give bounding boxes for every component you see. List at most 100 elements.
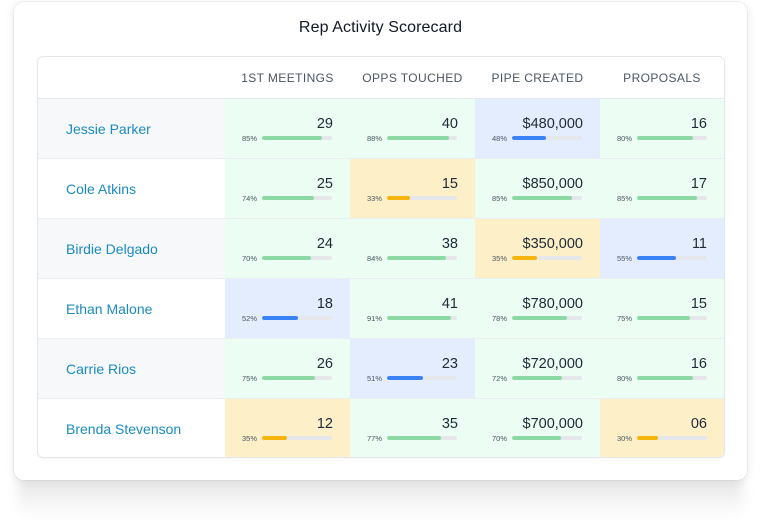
metric-cell-pipe-created[interactable]: $480,000 48% [475, 99, 600, 158]
rep-name-link[interactable]: Cole Atkins [66, 180, 137, 197]
metric-cell-proposals[interactable]: 11 55% [600, 219, 724, 278]
metric-cell-pipe-created[interactable]: $720,000 72% [475, 339, 600, 398]
metric-value: 16 [690, 116, 707, 132]
progress-bar [262, 136, 332, 140]
metric-percent: 91% [367, 314, 383, 323]
metric-value: 35 [441, 416, 458, 432]
progress-bar [512, 316, 582, 320]
metric-percent: 70% [492, 434, 508, 443]
scorecard-card: Rep Activity Scorecard 1ST MEETINGS OPPS… [14, 2, 747, 480]
metric-cell-opps-touched[interactable]: 15 33% [350, 159, 475, 218]
progress-fill [637, 436, 658, 440]
progress-fill [387, 376, 423, 380]
progress-fill [637, 316, 690, 320]
table-row: Carrie Rios 26 75% 23 51% $720,000 72% 16 80% [38, 339, 724, 399]
metric-percent: 77% [367, 434, 383, 443]
metric-percent: 84% [367, 254, 383, 263]
card-shadow [18, 478, 743, 518]
metric-value: $700,000 [522, 416, 583, 432]
progress-bar [387, 376, 457, 380]
column-header-proposals[interactable]: PROPOSALS [623, 71, 701, 85]
progress-fill [262, 256, 311, 260]
rep-name-link[interactable]: Carrie Rios [38, 339, 225, 398]
metric-cell-opps-touched[interactable]: 40 88% [350, 99, 475, 158]
rep-name-link[interactable]: Ethan Malone [66, 300, 153, 317]
progress-fill [387, 256, 446, 260]
metric-percent: 51% [367, 374, 383, 383]
table-row: Birdie Delgado 24 70% 38 84% $350,000 35% 11 55% [38, 219, 724, 279]
metric-percent: 33% [367, 194, 383, 203]
metric-percent: 74% [242, 194, 258, 203]
scorecard-table: 1ST MEETINGS OPPS TOUCHED PIPE CREATED P… [37, 56, 725, 458]
metric-value: 18 [316, 296, 333, 312]
metric-percent: 85% [492, 194, 508, 203]
metric-value: 15 [690, 296, 707, 312]
metric-cell-opps-touched[interactable]: 23 51% [350, 339, 475, 398]
rep-name-link[interactable]: Birdie Delgado [38, 219, 225, 278]
metric-percent: 80% [617, 374, 633, 383]
progress-bar [387, 136, 457, 140]
metric-percent: 80% [617, 134, 633, 143]
column-header-pipe-created[interactable]: PIPE CREATED [491, 71, 584, 85]
table-row: Cole Atkins 25 74% 15 33% $850,000 85% 17 85% [38, 159, 724, 219]
metric-cell-1st-meetings[interactable]: 29 85% [225, 99, 350, 158]
metric-percent: 48% [492, 134, 508, 143]
metric-cell-opps-touched[interactable]: 35 77% [350, 399, 475, 457]
progress-fill [637, 376, 693, 380]
metric-cell-proposals[interactable]: 17 85% [600, 159, 724, 218]
progress-fill [512, 376, 563, 380]
progress-bar [637, 196, 707, 200]
metric-percent: 35% [242, 434, 258, 443]
progress-bar [387, 316, 457, 320]
metric-percent: 78% [492, 314, 508, 323]
rep-name-link[interactable]: Brenda Stevenson [66, 421, 182, 437]
metric-value: 16 [690, 356, 707, 372]
metric-cell-proposals[interactable]: 16 80% [600, 99, 724, 158]
metric-value: $350,000 [522, 236, 583, 252]
metric-cell-proposals[interactable]: 06 30% [600, 399, 724, 457]
metric-value: 06 [690, 416, 707, 432]
metric-cell-opps-touched[interactable]: 41 91% [350, 279, 475, 338]
metric-value: 40 [441, 116, 458, 132]
progress-fill [387, 436, 441, 440]
progress-bar [512, 436, 582, 440]
progress-fill [512, 136, 546, 140]
metric-percent: 55% [617, 254, 633, 263]
metric-percent: 70% [242, 254, 258, 263]
metric-cell-1st-meetings[interactable]: 25 74% [225, 159, 350, 218]
progress-fill [512, 196, 572, 200]
metric-cell-1st-meetings[interactable]: 12 35% [225, 399, 350, 457]
progress-fill [637, 136, 693, 140]
metric-value: 11 [691, 236, 707, 252]
metric-value: 29 [316, 116, 333, 132]
column-header-1st-meetings[interactable]: 1ST MEETINGS [241, 71, 334, 85]
metric-cell-pipe-created[interactable]: $700,000 70% [475, 399, 600, 457]
metric-cell-1st-meetings[interactable]: 18 52% [225, 279, 350, 338]
progress-bar [637, 256, 707, 260]
metric-cell-proposals[interactable]: 15 75% [600, 279, 724, 338]
metric-value: 25 [316, 176, 333, 192]
metric-cell-opps-touched[interactable]: 38 84% [350, 219, 475, 278]
page-title: Rep Activity Scorecard [298, 19, 463, 36]
progress-fill [512, 316, 567, 320]
metric-cell-1st-meetings[interactable]: 26 75% [225, 339, 350, 398]
metric-cell-proposals[interactable]: 16 80% [600, 339, 724, 398]
rep-name-link[interactable]: Jessie Parker [38, 99, 225, 158]
metric-value: 12 [316, 416, 333, 432]
metric-value: $720,000 [522, 356, 583, 372]
progress-bar [637, 436, 707, 440]
metric-cell-1st-meetings[interactable]: 24 70% [225, 219, 350, 278]
metric-cell-pipe-created[interactable]: $850,000 85% [475, 159, 600, 218]
metric-percent: 85% [617, 194, 633, 203]
progress-fill [512, 436, 561, 440]
metric-cell-pipe-created[interactable]: $350,000 35% [475, 219, 600, 278]
metric-cell-pipe-created[interactable]: $780,000 78% [475, 279, 600, 338]
table-header: 1ST MEETINGS OPPS TOUCHED PIPE CREATED P… [38, 57, 724, 99]
progress-bar [387, 196, 457, 200]
progress-bar [387, 436, 457, 440]
column-header-opps-touched[interactable]: OPPS TOUCHED [362, 71, 463, 85]
progress-bar [262, 256, 332, 260]
progress-bar [637, 316, 707, 320]
table-row: Brenda Stevenson 12 35% 35 77% $700,000 70% 06 3… [38, 399, 724, 457]
progress-fill [262, 316, 299, 320]
